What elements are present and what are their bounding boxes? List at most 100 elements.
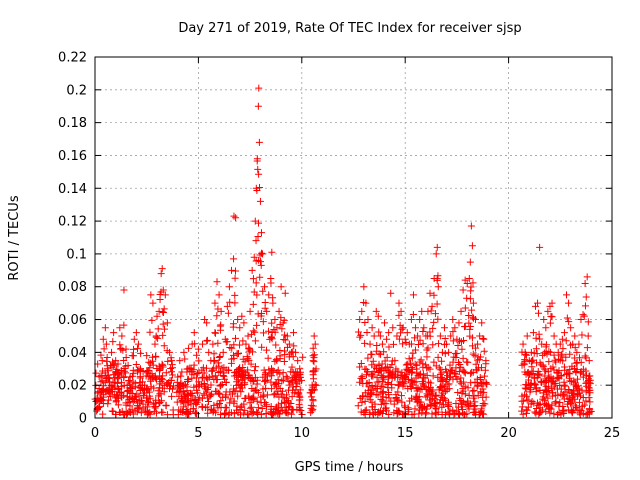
data-point [479, 402, 487, 410]
data-point [563, 291, 571, 299]
data-point [241, 375, 249, 383]
data-point [536, 335, 544, 343]
data-point [278, 325, 286, 333]
data-point [426, 365, 434, 373]
data-point [360, 409, 368, 417]
data-point [550, 366, 558, 374]
data-point [290, 329, 298, 337]
data-point [271, 328, 279, 336]
data-point [561, 382, 569, 390]
data-point [377, 407, 385, 415]
data-point [224, 309, 232, 317]
data-point [521, 357, 529, 365]
data-point [548, 378, 556, 386]
data-point [311, 340, 319, 348]
data-point [200, 379, 208, 387]
data-point [261, 283, 269, 291]
data-point [420, 381, 428, 389]
data-point [521, 391, 529, 399]
data-point [145, 358, 153, 366]
data-point [204, 409, 212, 417]
data-point [239, 337, 247, 345]
data-point [208, 390, 216, 398]
data-point [217, 307, 225, 315]
data-point [210, 356, 218, 364]
data-point [583, 382, 591, 390]
data-point [550, 332, 558, 340]
data-point [385, 343, 393, 351]
data-point [227, 359, 235, 367]
data-point [392, 391, 400, 399]
data-point [108, 407, 116, 415]
data-point [419, 327, 427, 335]
data-point [115, 371, 123, 379]
data-point [120, 321, 128, 329]
data-point [358, 375, 366, 383]
data-point [97, 378, 105, 386]
data-point [466, 325, 474, 333]
data-point [257, 229, 265, 237]
data-point [166, 382, 174, 390]
data-point [432, 250, 440, 258]
data-point [467, 283, 475, 291]
data-point [364, 316, 372, 324]
data-point [151, 340, 159, 348]
data-point [123, 409, 131, 417]
data-point [465, 275, 473, 283]
data-point [581, 352, 589, 360]
data-point [523, 332, 531, 340]
data-point [443, 340, 451, 348]
data-point [400, 410, 408, 418]
data-point [245, 372, 253, 380]
data-point [457, 307, 465, 315]
data-point [119, 346, 127, 354]
data-point [276, 352, 284, 360]
data-point [251, 337, 259, 345]
data-point [529, 369, 537, 377]
data-point [279, 369, 287, 377]
data-point [142, 384, 150, 392]
data-point [116, 341, 124, 349]
data-point [464, 384, 472, 392]
data-point [472, 316, 480, 324]
data-point [159, 331, 167, 339]
data-point [199, 373, 207, 381]
data-point [518, 407, 526, 415]
data-point [243, 353, 251, 361]
data-point [312, 381, 320, 389]
data-point [455, 368, 463, 376]
data-point [577, 316, 585, 324]
data-point [215, 353, 223, 361]
data-point [190, 366, 198, 374]
data-point [437, 384, 445, 392]
data-point [287, 368, 295, 376]
data-point [555, 402, 563, 410]
data-point [434, 353, 442, 361]
data-point [520, 361, 528, 369]
data-point [554, 410, 562, 418]
data-point [235, 365, 243, 373]
data-point [405, 405, 413, 413]
data-point [374, 391, 382, 399]
axis-ticks: 0 0.02 0.04 0.06 0.08 0.1 0.12 0.14 0.16 0.18 0.2 0… [58, 51, 620, 442]
data-point [250, 253, 258, 261]
data-point [279, 376, 287, 384]
data-point [371, 382, 379, 390]
data-point [578, 402, 586, 410]
data-point [542, 408, 550, 416]
data-point [464, 358, 472, 366]
data-point [460, 337, 468, 345]
data-point [283, 374, 291, 382]
data-point [115, 370, 123, 378]
data-point [461, 383, 469, 391]
data-point [572, 402, 580, 410]
data-point [209, 340, 217, 348]
data-point [452, 354, 460, 362]
data-point [402, 338, 410, 346]
data-point [163, 380, 171, 388]
data-point [546, 409, 554, 417]
data-point [160, 325, 168, 333]
data-point [101, 379, 109, 387]
data-point [585, 357, 593, 365]
data-point [395, 311, 403, 319]
